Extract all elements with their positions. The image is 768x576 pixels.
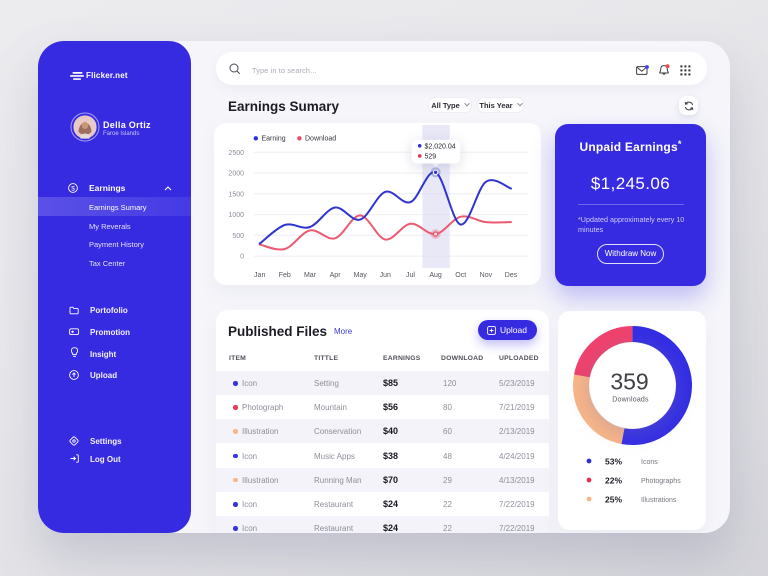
svg-text:Aug: Aug (429, 272, 442, 279)
svg-text:Apr: Apr (330, 272, 342, 279)
svg-text:Jan: Jan (254, 272, 265, 279)
svg-text:1500: 1500 (228, 191, 244, 198)
svg-text:May: May (354, 272, 368, 279)
svg-text:0: 0 (240, 254, 244, 261)
svg-text:$2,020.04: $2,020.04 (425, 143, 456, 150)
svg-text:Mar: Mar (304, 272, 317, 279)
svg-text:22%: 22% (605, 476, 622, 486)
svg-text:Download: Download (305, 136, 336, 143)
svg-text:1000: 1000 (228, 212, 244, 219)
svg-text:Feb: Feb (279, 272, 291, 279)
svg-text:Des: Des (505, 272, 518, 279)
svg-text:Icons: Icons (641, 459, 658, 466)
svg-text:2500: 2500 (228, 150, 244, 157)
svg-text:Jun: Jun (380, 272, 391, 279)
svg-text:Earning: Earning (262, 136, 286, 143)
svg-text:25%: 25% (605, 495, 622, 505)
svg-text:359: 359 (610, 369, 648, 395)
svg-text:500: 500 (232, 233, 244, 240)
svg-text:Nov: Nov (480, 272, 493, 279)
svg-text:$: $ (71, 185, 75, 192)
svg-text:Downloads: Downloads (612, 397, 649, 404)
svg-text:53%: 53% (605, 457, 622, 467)
svg-text:Photographs: Photographs (641, 478, 681, 485)
svg-text:Jul: Jul (406, 272, 415, 279)
svg-text:2000: 2000 (228, 171, 244, 178)
svg-text:Illustrations: Illustrations (641, 497, 677, 504)
svg-text:Oct: Oct (455, 272, 466, 279)
svg-text:529: 529 (425, 154, 437, 161)
